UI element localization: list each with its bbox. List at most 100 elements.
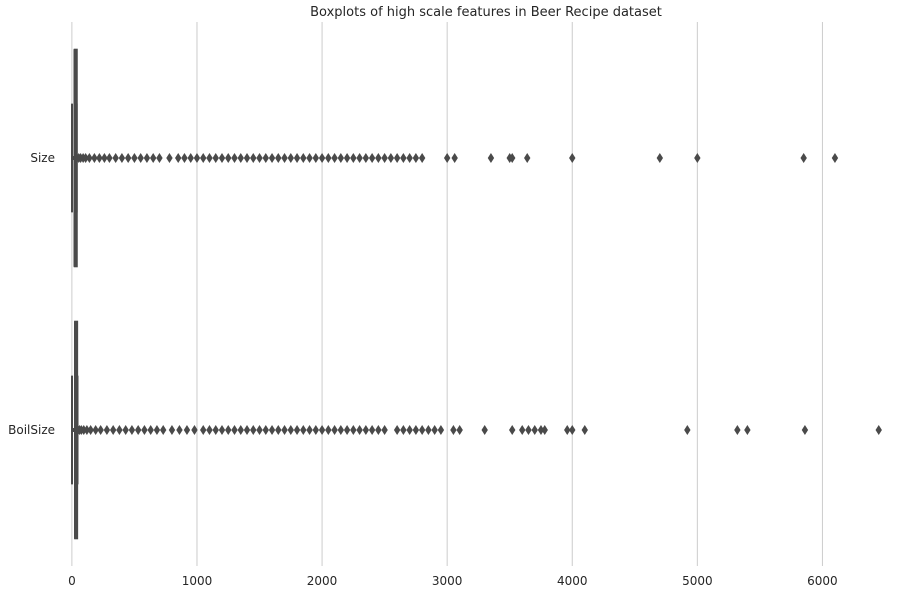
boxplot-boilsize	[71, 320, 882, 540]
outlier-point	[393, 153, 401, 163]
outlier-point	[318, 153, 326, 163]
outlier-point	[564, 425, 571, 435]
outlier-point	[694, 153, 701, 163]
outlier-point	[325, 153, 332, 163]
outlier-point	[375, 153, 382, 163]
outlier-point	[306, 425, 313, 435]
outlier-point	[437, 425, 445, 435]
outlier-point	[134, 425, 142, 435]
outlier-point	[131, 153, 138, 163]
outlier-point	[362, 153, 370, 163]
outlier-point	[381, 153, 388, 163]
outlier-point	[406, 425, 413, 435]
outlier-point	[331, 425, 338, 435]
outlier-point	[193, 153, 201, 163]
outlier-point	[124, 153, 132, 163]
y-category-label: Size	[30, 151, 55, 165]
outlier-point	[160, 425, 167, 435]
outlier-point	[153, 425, 161, 435]
outlier-point	[418, 425, 426, 435]
outlier-point	[176, 425, 183, 435]
outlier-point	[166, 153, 173, 163]
outlier-point	[350, 425, 357, 435]
outlier-point	[569, 153, 576, 163]
y-category-labels: Size BoilSize	[8, 151, 55, 437]
outlier-point	[96, 153, 103, 163]
outlier-point	[118, 153, 126, 163]
outlier-point	[101, 153, 108, 163]
outlier-point	[149, 153, 157, 163]
outlier-point	[256, 425, 263, 435]
outlier-point	[456, 425, 463, 435]
outlier-point	[243, 425, 251, 435]
outlier-point	[281, 153, 288, 163]
x-tick-label: 6000	[807, 574, 838, 588]
outlier-point	[212, 425, 219, 435]
boxplot-size	[71, 48, 839, 268]
x-tick-label: 3000	[432, 574, 463, 588]
outlier-point	[509, 425, 516, 435]
outlier-point	[141, 425, 148, 435]
outlier-point	[87, 425, 94, 435]
outlier-point	[356, 425, 363, 435]
chart-title: Boxplots of high scale features in Beer …	[310, 5, 662, 20]
outlier-point	[293, 153, 301, 163]
outlier-point	[406, 153, 413, 163]
outlier-point	[83, 425, 91, 435]
outlier-point	[418, 153, 426, 163]
outlier-point	[82, 153, 89, 163]
outlier-point	[425, 425, 432, 435]
outlier-point	[325, 425, 332, 435]
outlier-point	[225, 153, 232, 163]
outlier-point	[275, 153, 282, 163]
outlier-point	[306, 153, 313, 163]
outlier-point	[581, 425, 588, 435]
outlier-point	[524, 153, 531, 163]
outlier-point	[443, 153, 451, 163]
outlier-point	[156, 153, 163, 163]
outlier-point	[293, 425, 301, 435]
outlier-point	[431, 425, 438, 435]
outlier-point	[393, 425, 401, 435]
outlier-point	[368, 425, 376, 435]
outlier-point	[137, 153, 144, 163]
outlier-point	[356, 153, 363, 163]
outlier-point	[91, 153, 98, 163]
x-tick-label: 5000	[682, 574, 713, 588]
x-gridlines	[71, 22, 823, 566]
outlier-point	[525, 425, 532, 435]
outlier-point	[218, 153, 226, 163]
outlier-point	[237, 425, 244, 435]
outlier-point	[181, 153, 188, 163]
x-tick-labels: 0 1000 2000 3000 4000 5000 6000	[68, 574, 838, 588]
outlier-point	[412, 153, 420, 163]
y-category-label: BoilSize	[8, 423, 55, 437]
outlier-point	[200, 153, 207, 163]
outlier-point	[656, 153, 664, 163]
outlier-point	[187, 153, 194, 163]
outlier-point	[509, 153, 516, 163]
outlier-point	[400, 153, 407, 163]
outlier-point	[312, 153, 320, 163]
outlier-point	[337, 425, 345, 435]
outlier-point	[875, 425, 882, 435]
outlier-point	[268, 153, 276, 163]
outlier-point	[300, 153, 307, 163]
outlier-point	[800, 153, 807, 163]
outlier-point	[734, 425, 741, 435]
outlier-point	[281, 425, 288, 435]
outlier-point	[287, 425, 294, 435]
outlier-point	[287, 153, 294, 163]
outlier-point	[122, 425, 129, 435]
outlier-point	[343, 153, 351, 163]
outlier-point	[128, 425, 136, 435]
outlier-point	[262, 425, 269, 435]
outlier-point	[200, 425, 207, 435]
x-tick-label: 2000	[307, 574, 338, 588]
outlier-point	[168, 425, 176, 435]
outlier-point	[231, 153, 238, 163]
outlier-point	[331, 153, 338, 163]
outlier-point	[218, 425, 226, 435]
outlier-point	[343, 425, 351, 435]
